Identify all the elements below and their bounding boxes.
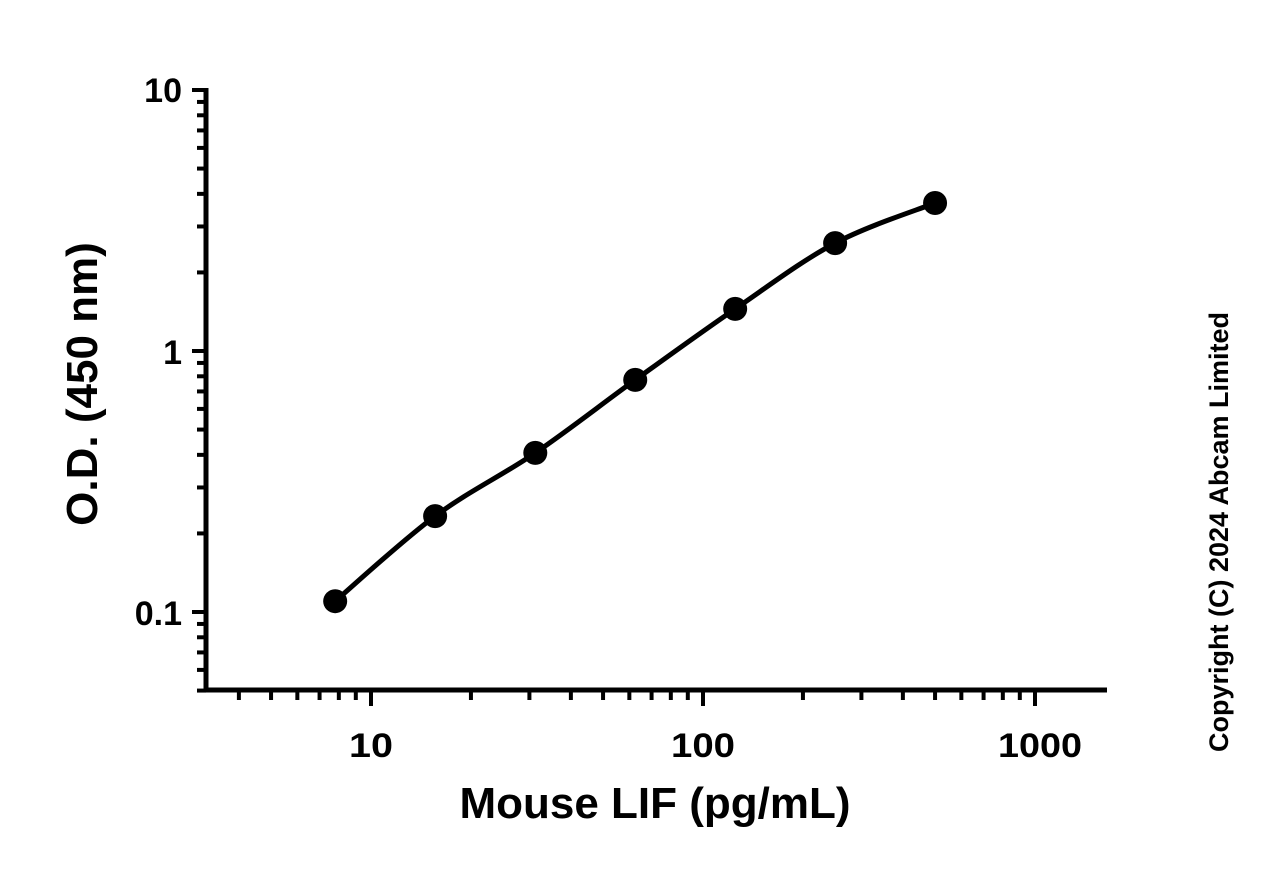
x-tick-label-10: 10 — [349, 727, 393, 765]
data-point-marker — [323, 589, 348, 614]
data-point-marker — [723, 296, 748, 321]
y-axis — [192, 88, 209, 693]
y-axis-title: O.D. (450 nm) — [58, 242, 107, 526]
x-tick-label-100: 100 — [671, 727, 735, 765]
x-axis — [204, 687, 1107, 706]
x-axis-title: Mouse LIF (pg/mL) — [459, 779, 850, 828]
y-tick-label-0.1: 0.1 — [135, 595, 182, 633]
y-tick-label-10: 10 — [144, 72, 182, 110]
data-point-marker — [423, 504, 448, 529]
data-point-marker — [623, 367, 648, 392]
plot-area — [323, 191, 948, 614]
data-point-marker — [523, 440, 548, 465]
data-point-marker — [823, 231, 848, 256]
copyright-notice: Copyright (C) 2024 Abcam Limited — [1204, 312, 1234, 752]
y-tick-label-1: 1 — [163, 334, 182, 372]
fit-curve — [332, 200, 938, 604]
data-point-marker — [923, 191, 948, 216]
x-tick-label-1000: 1000 — [998, 727, 1082, 765]
